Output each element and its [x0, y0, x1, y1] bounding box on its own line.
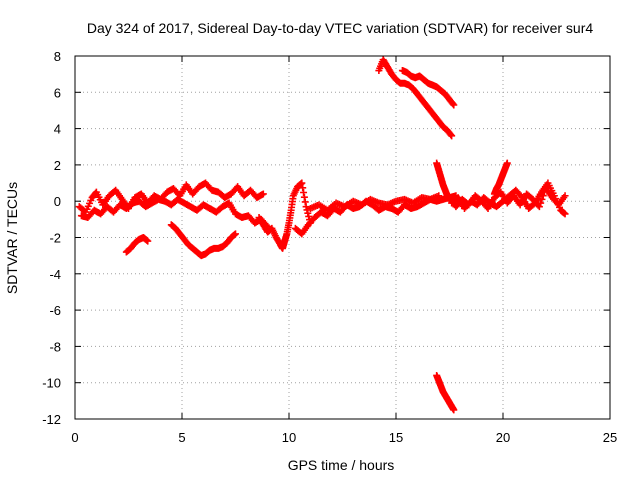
series-rise-at-20	[490, 159, 511, 198]
data-point-markers	[122, 234, 152, 256]
series-main-band-e	[306, 192, 443, 214]
series-high-arc-1	[375, 56, 456, 140]
y-tick-label: 6	[54, 85, 61, 100]
data-point-markers	[398, 67, 458, 109]
x-tick-label: 15	[389, 430, 403, 445]
y-axis-label: SDTVAR / TECUs	[4, 182, 20, 294]
y-tick-label: -10	[42, 376, 61, 391]
data-point-markers	[255, 179, 314, 252]
x-tick-label: 20	[496, 430, 510, 445]
x-tick-label: 10	[282, 430, 296, 445]
chart-title: Day 324 of 2017, Sidereal Day-to-day VTE…	[87, 20, 593, 36]
tick-layer: 0 5 10 15 20 25 -12 -10 -8 -6 -4 -2 0 2 4 6 8	[42, 49, 617, 445]
data-point-markers	[490, 159, 511, 198]
y-tick-label: -8	[49, 339, 61, 354]
series-low-arc-1	[122, 234, 152, 256]
y-tick-label: 2	[54, 158, 61, 173]
data-point-markers	[167, 221, 239, 260]
y-tick-label: -2	[49, 231, 61, 246]
data-point-markers	[77, 195, 272, 231]
x-tick-label: 5	[178, 430, 185, 445]
series-deep-drop	[433, 371, 458, 414]
series-high-arc-2	[398, 67, 458, 109]
data-point-markers	[433, 159, 453, 203]
data-point-markers	[375, 56, 456, 140]
y-tick-label: 8	[54, 49, 61, 64]
y-tick-label: -4	[49, 267, 61, 282]
data-point-markers	[433, 371, 458, 414]
x-tick-label: 25	[603, 430, 617, 445]
data-series-layer	[75, 56, 569, 414]
x-axis-label: GPS time / hours	[288, 457, 395, 473]
series-low-arc-2	[167, 221, 239, 260]
grid-layer	[75, 56, 610, 419]
series-main-band-b	[77, 195, 272, 231]
data-point-markers	[306, 192, 443, 214]
y-tick-label: 4	[54, 122, 61, 137]
data-point-markers	[448, 179, 569, 218]
series-main-band-c	[255, 179, 314, 252]
y-tick-label: 0	[54, 194, 61, 209]
x-tick-label: 0	[71, 430, 78, 445]
series-rise-at-17	[433, 159, 453, 203]
y-tick-label: -6	[49, 303, 61, 318]
y-tick-label: -12	[42, 412, 61, 427]
series-main-band-g	[448, 179, 569, 218]
